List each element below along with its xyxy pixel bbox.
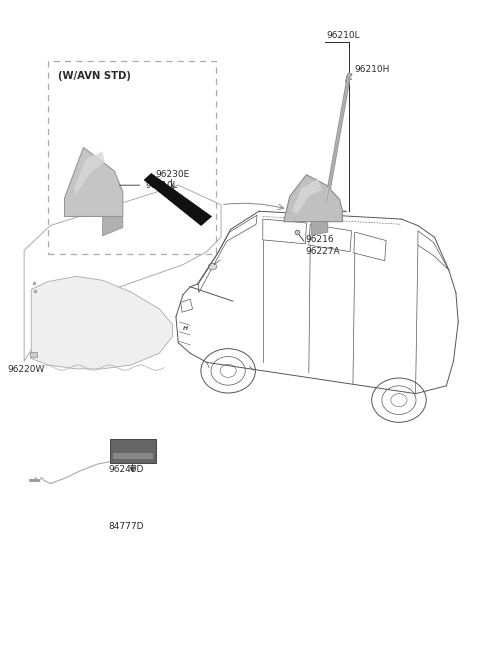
Text: 84777D: 84777D — [108, 522, 144, 531]
Polygon shape — [64, 147, 123, 216]
Text: 96216: 96216 — [305, 235, 334, 244]
Polygon shape — [144, 173, 212, 225]
Text: 96210L: 96210L — [120, 181, 178, 190]
Text: 96227A: 96227A — [305, 247, 340, 256]
Polygon shape — [284, 175, 343, 221]
Text: 96240D: 96240D — [108, 464, 144, 474]
Text: 96210L: 96210L — [327, 31, 360, 40]
Text: 96210H: 96210H — [355, 65, 390, 74]
Polygon shape — [30, 352, 37, 357]
Text: 96220W: 96220W — [8, 365, 45, 374]
Text: 96230E: 96230E — [156, 170, 190, 179]
Text: (W/AVN STD): (W/AVN STD) — [58, 71, 131, 81]
Polygon shape — [292, 179, 322, 214]
Polygon shape — [102, 216, 123, 236]
Text: H: H — [183, 326, 188, 331]
Polygon shape — [74, 151, 105, 195]
Polygon shape — [311, 221, 328, 235]
Ellipse shape — [208, 263, 217, 270]
Polygon shape — [31, 277, 173, 369]
FancyBboxPatch shape — [113, 453, 153, 459]
FancyBboxPatch shape — [110, 439, 156, 463]
